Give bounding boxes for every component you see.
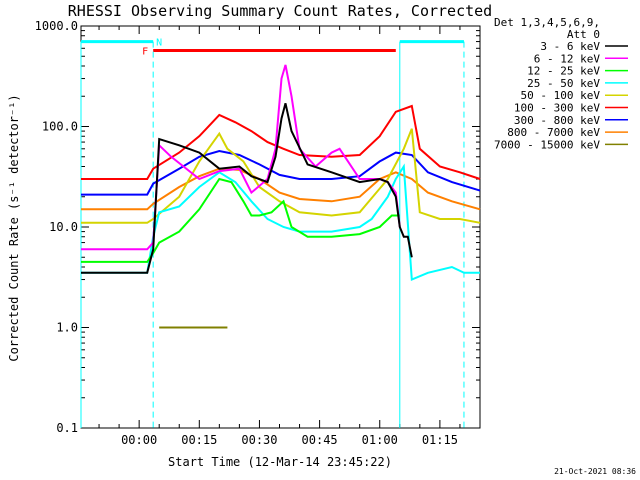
legend-entry-label: 300 - 800 keV [514, 114, 600, 127]
series-line [81, 103, 413, 274]
footer-timestamp: 21-Oct-2021 08:36 [554, 467, 636, 476]
axes: 0.1 1.0 10.0 100.0 1000.0 00:00 00:15 00:30 00:4… [35, 19, 481, 447]
legend-entry-label: 3 - 6 keV [540, 40, 600, 53]
legend-entry-label: 7000 - 15000 keV [494, 138, 600, 151]
legend-header: Att 0 [567, 28, 600, 41]
series-line [81, 167, 481, 211]
legend-entry-label: 12 - 25 keV [527, 65, 600, 78]
legend-header: Det 1,3,4,5,6,9, [494, 16, 600, 29]
y-tick-label: 1.0 [56, 321, 78, 335]
y-tick-label: 10.0 [49, 220, 78, 234]
y-tick-label: 1000.0 [35, 19, 78, 33]
series-line [81, 177, 400, 263]
x-tick-label: 00:45 [302, 433, 338, 447]
flag-vertical-lines [80, 41, 465, 428]
legend-entry-label: 50 - 100 keV [521, 89, 601, 102]
series-line [81, 64, 401, 251]
status-bars: NF [81, 38, 464, 58]
night-flag-label: N [156, 38, 162, 49]
legend-entry-label: 100 - 300 keV [514, 102, 600, 115]
legend-entry-label: 800 - 7000 keV [507, 126, 600, 139]
x-tick-label: 00:00 [121, 433, 157, 447]
x-tick-label: 00:15 [181, 433, 217, 447]
chart-title: RHESSI Observing Summary Count Rates, Co… [68, 2, 492, 20]
x-tick-label: 01:15 [422, 433, 458, 447]
legend-entry-label: 6 - 12 keV [534, 52, 601, 65]
x-axis-label: Start Time (12-Mar-14 23:45:22) [168, 455, 392, 469]
y-tick-label: 100.0 [42, 120, 78, 134]
series-lines [81, 64, 481, 329]
series-line [81, 104, 481, 180]
legend-entry-label: 25 - 50 keV [527, 77, 600, 90]
x-tick-label: 00:30 [241, 433, 277, 447]
y-tick-label: 0.1 [56, 421, 78, 435]
flare-flag-label: F [142, 47, 148, 58]
series-line [81, 128, 481, 224]
series-line [81, 149, 481, 196]
x-tick-label: 01:00 [362, 433, 398, 447]
y-axis-label: Corrected Count Rate (s⁻¹ detector⁻¹) [7, 94, 21, 361]
